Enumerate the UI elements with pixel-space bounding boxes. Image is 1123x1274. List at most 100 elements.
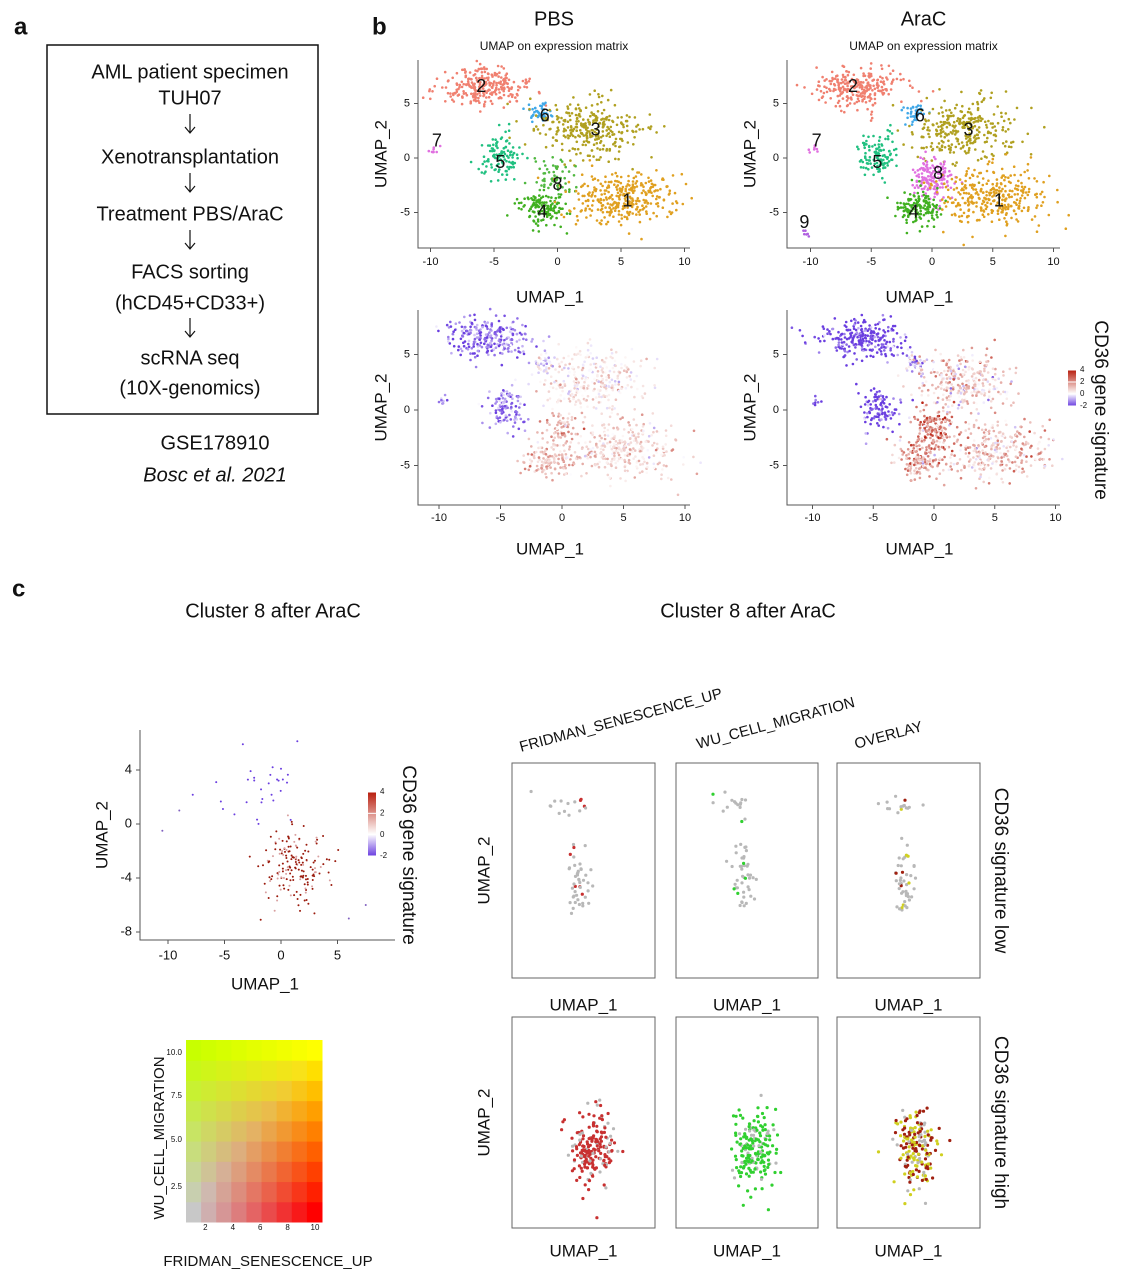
cell-dot xyxy=(971,202,975,205)
cell-dot xyxy=(967,368,970,371)
cell-dot xyxy=(593,186,596,189)
cell-dot xyxy=(585,216,588,219)
cell-dot xyxy=(971,235,974,239)
cell-dot xyxy=(559,176,562,180)
cell-dot xyxy=(825,90,829,94)
x-tick-label: -5 xyxy=(866,256,876,268)
cell-dot xyxy=(540,184,543,187)
cell-dot xyxy=(591,431,595,434)
cell-dot xyxy=(887,149,891,153)
cell-dot xyxy=(917,186,920,189)
cell-dot xyxy=(616,377,619,380)
cell-dot xyxy=(572,462,576,466)
cell-dot xyxy=(915,174,918,178)
cell-dot xyxy=(542,188,546,192)
cell-dot xyxy=(458,85,461,89)
cell-dot xyxy=(564,165,567,169)
cell-dot xyxy=(595,132,598,135)
cell-dot xyxy=(543,383,546,386)
cell-dot xyxy=(579,151,582,155)
cell-dot xyxy=(674,200,678,203)
cell-dot xyxy=(496,164,499,167)
cluster-label: 1 xyxy=(622,190,632,210)
cell-dot xyxy=(544,452,548,456)
cell-dot xyxy=(498,91,501,94)
cell-dot xyxy=(564,424,567,428)
cell-dot xyxy=(624,199,627,203)
cell-dot xyxy=(490,329,493,332)
cell-dot xyxy=(923,169,926,172)
cell-dot xyxy=(645,212,648,215)
cell-dot xyxy=(524,78,528,81)
cell-dot xyxy=(559,422,563,425)
cell-dot xyxy=(883,345,886,349)
cell-dot xyxy=(997,377,1000,381)
cell-dot xyxy=(913,417,917,421)
cell-dot xyxy=(885,340,889,344)
cell-dot xyxy=(574,432,578,436)
cell-dot xyxy=(468,71,472,74)
y-tick-label: 0 xyxy=(404,152,410,164)
cell-dot xyxy=(932,419,936,423)
cell-dot xyxy=(977,383,980,386)
cell-dot xyxy=(954,205,958,208)
cell-dot xyxy=(864,432,867,435)
cell-dot xyxy=(1042,180,1045,184)
cell-dot xyxy=(540,467,543,470)
cell-dot xyxy=(940,387,943,390)
cell-dot xyxy=(648,422,652,425)
cell-dot xyxy=(465,93,469,97)
cell-dot xyxy=(1027,207,1030,211)
cell-dot xyxy=(460,85,464,89)
cell-dot xyxy=(883,349,886,352)
cell-dot xyxy=(549,382,553,385)
cell-dot xyxy=(570,133,573,136)
cell-dot xyxy=(513,415,517,419)
cell-dot xyxy=(948,169,951,173)
cell-dot xyxy=(551,407,554,411)
cell-dot xyxy=(886,361,889,364)
cell-dot xyxy=(666,185,669,188)
cell-dot xyxy=(494,89,497,92)
cell-dot xyxy=(669,424,673,428)
cell-dot xyxy=(517,350,520,353)
cell-dot xyxy=(494,168,497,171)
cell-dot xyxy=(601,134,605,138)
cell-dot xyxy=(642,206,646,210)
x-axis-label: UMAP_1 xyxy=(885,287,953,306)
cell-dot xyxy=(1003,144,1007,148)
cell-dot xyxy=(843,349,847,353)
cell-dot xyxy=(524,445,527,449)
cell-dot xyxy=(896,208,900,211)
cell-dot xyxy=(511,156,514,159)
cell-dot xyxy=(570,432,573,436)
cell-dot xyxy=(516,459,519,463)
cell-dot xyxy=(624,479,627,483)
cell-dot xyxy=(641,470,644,473)
cell-dot xyxy=(881,91,884,95)
cell-dot xyxy=(474,326,478,329)
cell-dot xyxy=(657,196,661,199)
cell-dot xyxy=(502,77,506,81)
cell-dot xyxy=(505,159,508,163)
cell-dot xyxy=(619,137,622,141)
cell-dot xyxy=(996,105,999,108)
cell-dot xyxy=(856,335,859,339)
cell-dot xyxy=(967,379,970,382)
cell-dot xyxy=(538,132,542,135)
cell-dot xyxy=(1009,204,1013,208)
cell-dot xyxy=(1029,156,1033,159)
cell-dot xyxy=(552,120,555,124)
cell-dot xyxy=(955,103,958,107)
cell-dot xyxy=(907,452,910,456)
cell-dot xyxy=(564,135,567,139)
cell-dot xyxy=(924,164,928,168)
cell-dot xyxy=(610,467,613,471)
cell-dot xyxy=(528,107,531,111)
cell-dot xyxy=(628,437,632,441)
cell-dot xyxy=(625,124,629,128)
cell-dot xyxy=(449,92,452,95)
cell-dot xyxy=(910,479,913,482)
cell-dot xyxy=(642,185,645,189)
cell-dot xyxy=(882,158,885,162)
